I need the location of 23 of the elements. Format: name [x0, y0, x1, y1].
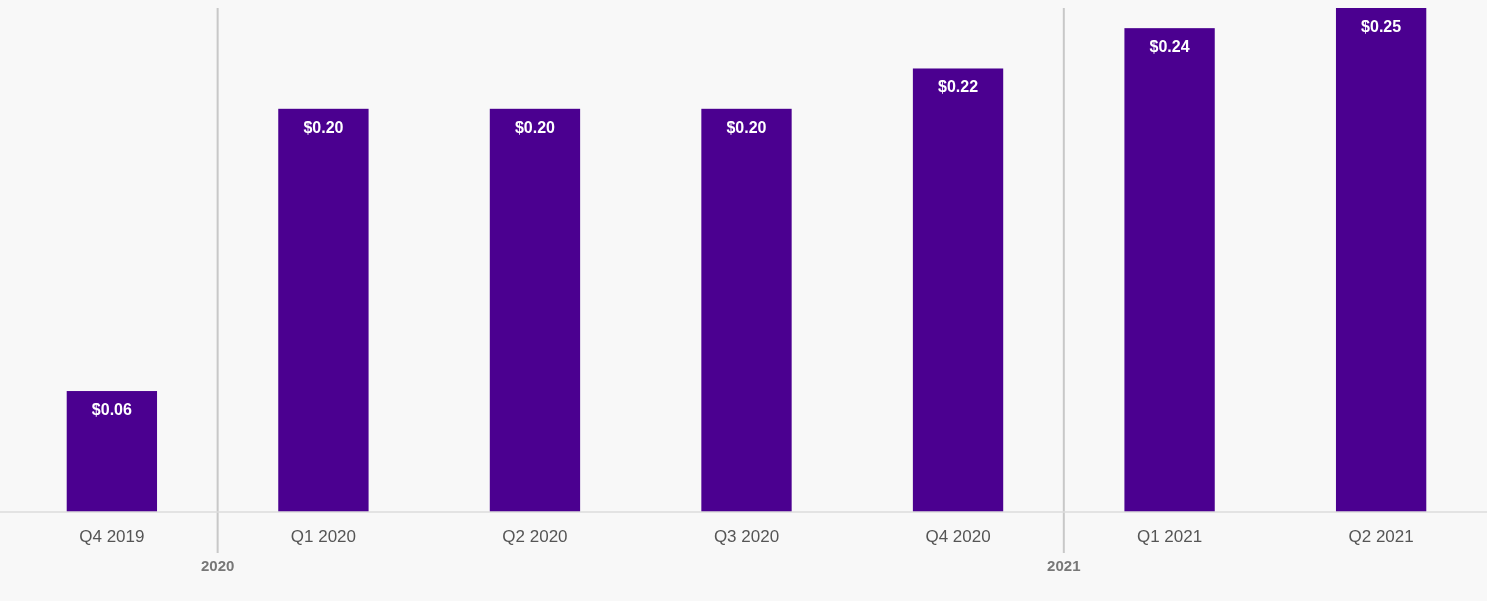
data-label: $0.20 [514, 118, 556, 136]
bar [701, 108, 792, 512]
x-tick-label: Q1 2020 [290, 527, 357, 546]
data-label: $0.20 [726, 118, 767, 136]
bar [66, 391, 158, 512]
data-label: $0.22 [938, 78, 979, 96]
bar [1335, 8, 1427, 512]
text: 2020 [200, 557, 235, 574]
data-label: $0.06 [91, 401, 132, 419]
data-label: $0.20 [303, 118, 344, 136]
x-tick-label: Q1 2021 [1136, 527, 1203, 546]
data-label: $0.25 [1361, 18, 1402, 35]
bar [489, 108, 581, 512]
bar [1124, 28, 1215, 512]
x-tick-label: Q2 2021 [1348, 527, 1414, 546]
text: 2021 [1047, 557, 1081, 574]
x-tick-label: Q3 2020 [713, 527, 780, 546]
x-tick-label: Q4 2020 [925, 527, 991, 546]
bar [912, 68, 1004, 512]
bar [278, 108, 369, 512]
x-tick-label: Q4 2019 [79, 527, 145, 546]
data-label: $0.24 [1149, 38, 1190, 56]
x-tick-label: Q2 2020 [502, 527, 568, 546]
